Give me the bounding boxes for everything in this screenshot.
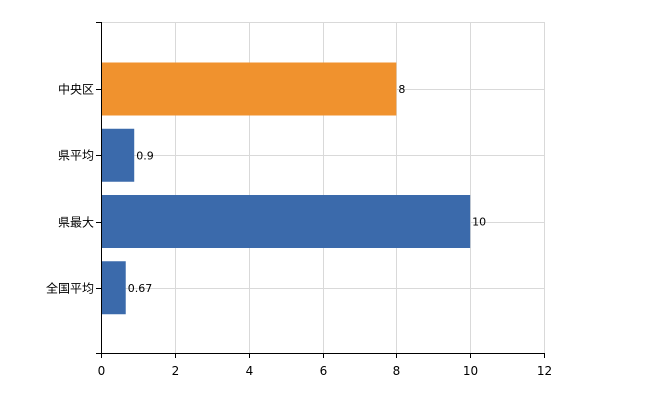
bar (101, 195, 471, 248)
data-label: 10 (472, 216, 486, 229)
category-label: 県平均 (58, 149, 94, 163)
x-tick-label: 8 (393, 364, 401, 378)
bar (101, 128, 135, 182)
x-tick-label: 0 (98, 364, 106, 378)
data-label: 8 (398, 83, 405, 96)
category-label: 県最大 (58, 216, 94, 230)
bar (101, 261, 126, 315)
data-label: 0.9 (136, 149, 154, 162)
bars (101, 62, 471, 315)
x-tick-label: 4 (246, 364, 254, 378)
x-tick-label: 12 (537, 364, 552, 378)
x-tick-label: 6 (320, 364, 328, 378)
category-label: 中央区 (58, 82, 94, 97)
x-tick-label: 2 (172, 364, 180, 378)
data-label: 0.67 (128, 282, 152, 295)
x-tick-label: 10 (463, 364, 478, 378)
bar (101, 62, 397, 116)
category-label: 全国平均 (46, 281, 94, 296)
